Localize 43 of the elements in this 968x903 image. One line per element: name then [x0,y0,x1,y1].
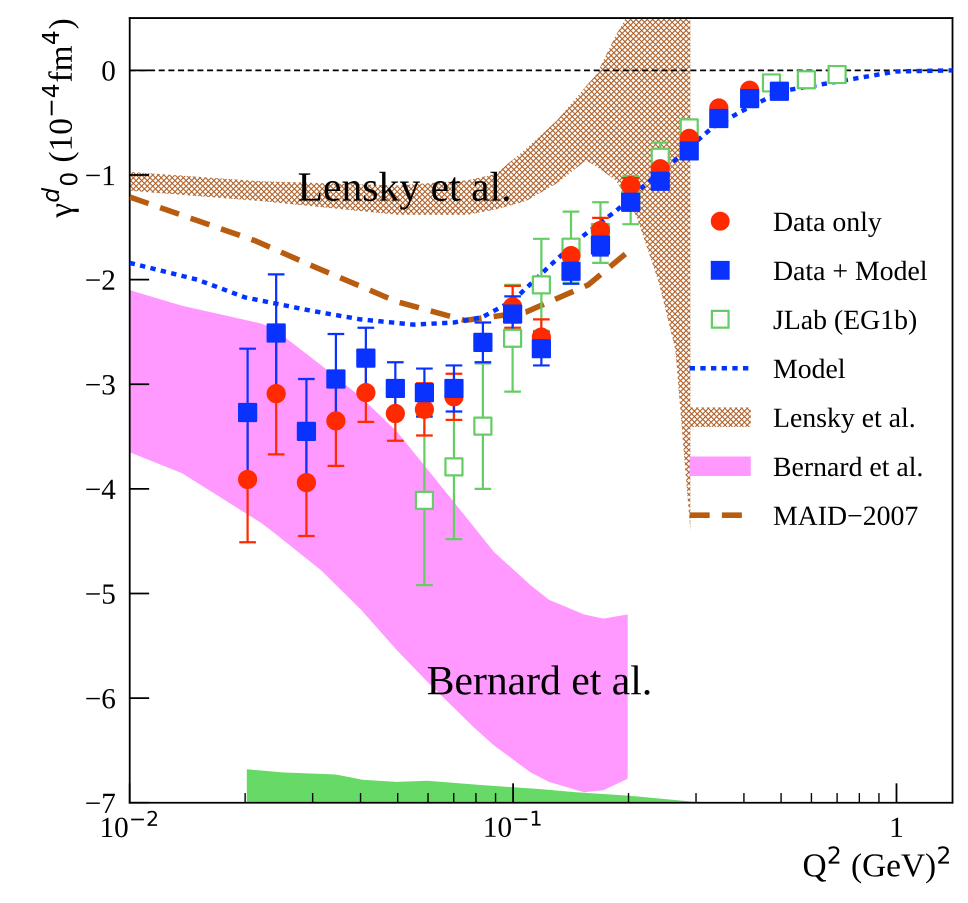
legend-label: Lensky et al. [774,408,914,433]
legend-label: Data + Model [774,260,927,280]
point [266,323,286,343]
legend-label: MAID−2007 [774,506,918,526]
x-axis-title: Q$^{2}$ (GeV)$^{2}$ [804,846,949,884]
point [326,411,346,430]
x-tick-label: 1 [892,818,902,837]
legend-label: JLab (EG1b) [774,310,916,335]
point [532,339,551,358]
point [296,422,316,441]
legend-label: Bernard et al. [774,456,922,476]
point [473,332,492,352]
point [590,235,610,255]
y-tick-label: 0 [102,61,115,81]
legend-label: Model [774,358,845,378]
point [326,369,346,389]
legend-label: Data only [774,212,882,237]
point [740,89,760,108]
point [356,383,376,402]
x-tick-label: 10$^{−1}$ [485,810,541,838]
point [680,141,699,161]
y-tick-label: −1 [86,166,114,186]
point [502,304,522,324]
point [561,262,581,281]
point [266,384,286,404]
y-tick-label: −4 [86,480,116,500]
point [650,172,670,191]
y-tick-label: −7 [86,794,115,813]
point [356,348,376,368]
annotation: Bernard et al. [428,665,650,695]
y-tick-label: −3 [86,375,115,395]
y-axis-title: γ$^{d}$$_{0}$ (10$^{−4}$fm$^{4}$) [41,20,79,218]
y-tick-label: −5 [86,584,115,604]
y-tick-label: −2 [86,270,114,290]
point [296,472,316,492]
point [386,404,405,424]
point [238,470,258,490]
point [238,402,258,422]
point [386,378,405,398]
point [414,383,434,402]
y-tick-label: −6 [86,688,115,709]
point [444,378,464,398]
point [709,108,728,128]
